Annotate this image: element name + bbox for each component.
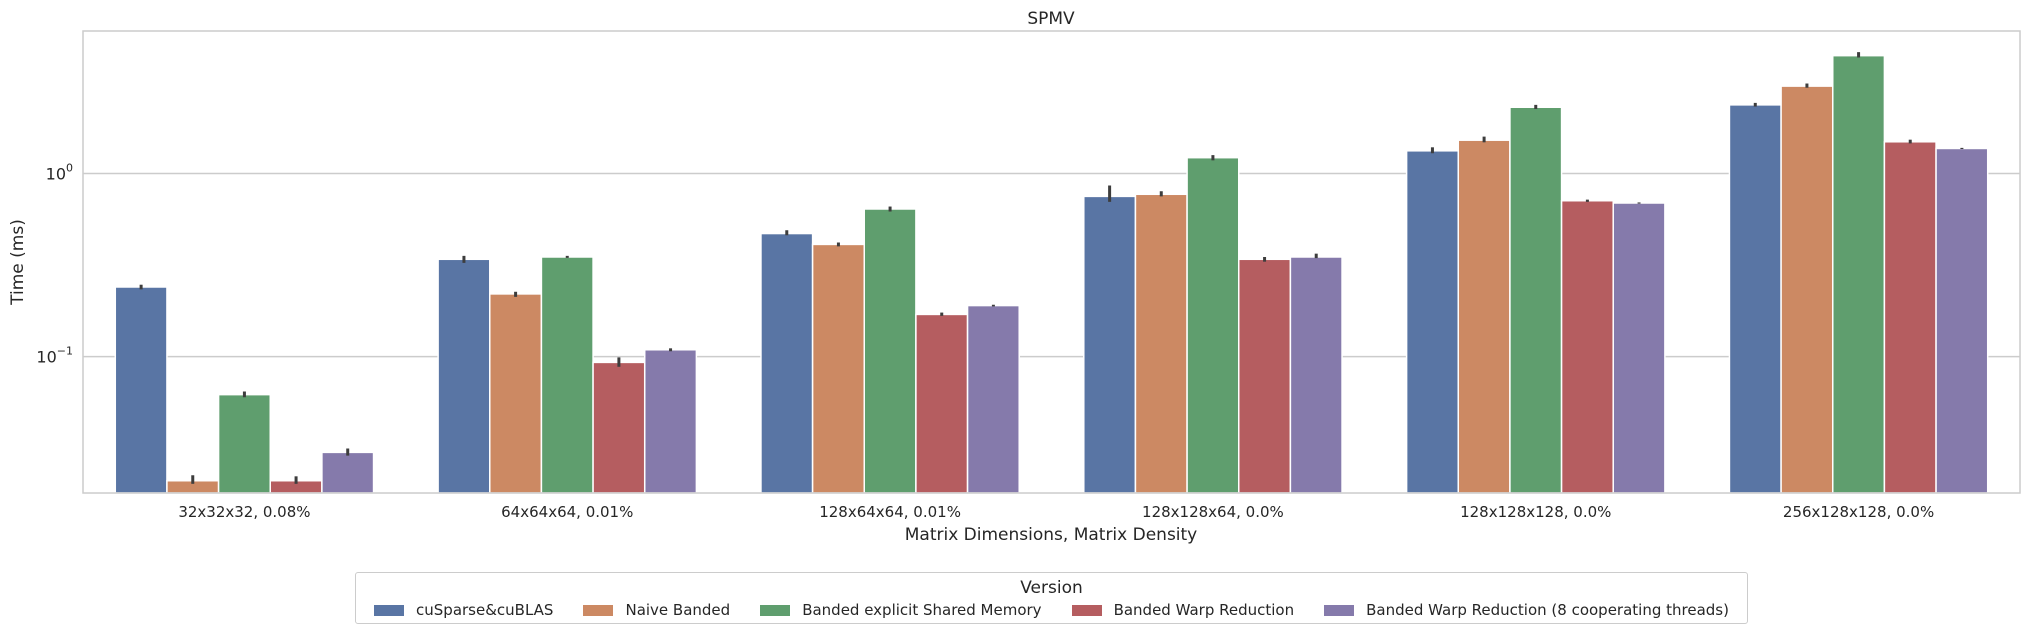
gridlines [83, 172, 2020, 358]
bar [760, 232, 814, 494]
bar [1186, 156, 1240, 494]
x-tick-label: 128x64x64, 0.01% [819, 503, 961, 521]
legend-swatch [1071, 604, 1102, 616]
bar [1509, 106, 1563, 494]
bar [540, 256, 594, 494]
x-tick-label: 32x32x32, 0.08% [178, 503, 310, 521]
bars [114, 54, 1989, 494]
legend-items: cuSparse&cuBLAS Naive Banded Banded explic… [356, 601, 1747, 619]
legend: Version cuSparse&cuBLAS Naive Banded Bande… [355, 572, 1748, 624]
bar [915, 313, 969, 494]
bar [1612, 202, 1666, 494]
legend-swatch [760, 604, 791, 616]
legend-label: Banded Warp Reduction (8 cooperating thr… [1366, 601, 1729, 619]
y-tick-labels: 100 10−1 [36, 161, 73, 366]
bar [1935, 147, 1989, 494]
x-tick-label: 64x64x64, 0.01% [501, 503, 633, 521]
x-tick-label: 128x128x128, 0.0% [1460, 503, 1611, 521]
bar [811, 243, 866, 494]
bar [863, 208, 917, 494]
legend-item: Banded Warp Reduction (8 cooperating thr… [1324, 601, 1729, 619]
legend-item: Banded explicit Shared Memory [760, 601, 1042, 619]
legend-item: Naive Banded [583, 601, 730, 619]
x-tick-label: 256x128x128, 0.0% [1783, 503, 1934, 521]
y-axis-label: Time (ms) [8, 219, 28, 306]
bar [1405, 150, 1460, 494]
bar [643, 349, 698, 494]
bar [217, 393, 271, 494]
legend-label: Banded explicit Shared Memory [802, 601, 1042, 619]
bar [592, 361, 646, 494]
bar [1780, 85, 1834, 494]
bar [1237, 258, 1292, 494]
bar [1728, 104, 1782, 494]
legend-swatch [374, 604, 405, 616]
legend-item: Banded Warp Reduction [1071, 601, 1295, 619]
legend-swatch [1324, 604, 1355, 616]
legend-label: cuSparse&cuBLAS [416, 601, 554, 619]
error-bars [139, 52, 1964, 484]
x-tick-labels: 32x32x32, 0.08% 64x64x64, 0.01% 128x64x64,… [178, 503, 1934, 521]
bar [1883, 141, 1937, 494]
bar [1134, 193, 1188, 494]
bar [1832, 54, 1886, 494]
bar [321, 451, 375, 494]
bar [966, 304, 1020, 494]
legend-item: cuSparse&cuBLAS [374, 601, 553, 619]
bar [1560, 199, 1614, 494]
chart-title: SPMV [1027, 9, 1075, 29]
bar [437, 258, 491, 494]
x-axis-label: Matrix Dimensions, Matrix Density [905, 525, 1198, 545]
bar [114, 286, 168, 494]
plot-frame [82, 30, 2021, 494]
bar [1289, 256, 1343, 494]
legend-swatch [583, 604, 614, 616]
x-tick-label: 128x128x64, 0.0% [1142, 503, 1284, 521]
y-tick-label: 10−1 [36, 345, 73, 367]
legend-label: Naive Banded [625, 601, 731, 619]
legend-title: Version [1020, 578, 1083, 598]
bar [489, 293, 543, 494]
bar [1457, 139, 1511, 494]
y-tick-label: 100 [46, 161, 73, 183]
legend-label: Banded Warp Reduction [1113, 601, 1295, 619]
bar [1083, 195, 1137, 494]
